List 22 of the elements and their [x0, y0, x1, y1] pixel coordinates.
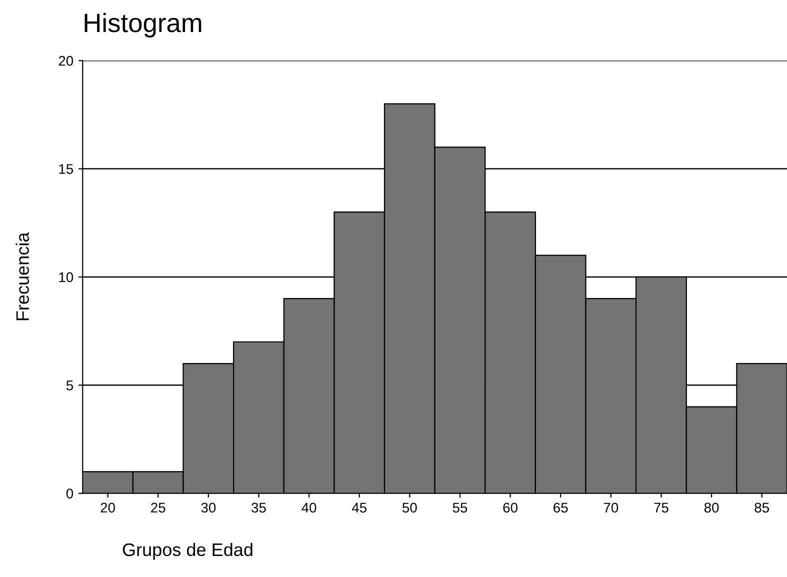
x-tick-label: 60: [503, 502, 518, 513]
y-tick-label: 10: [59, 272, 74, 282]
x-axis-title: Grupos de Edad: [122, 542, 252, 560]
y-tick-label: 5: [66, 380, 74, 390]
x-tick-label: 20: [100, 502, 115, 513]
y-axis-title: Frecuencia: [16, 232, 29, 320]
y-tick-label: 0: [66, 488, 74, 499]
x-tick-label: 30: [201, 502, 216, 513]
x-tick-label: 55: [452, 502, 468, 513]
x-tick-label: 80: [704, 502, 719, 513]
x-tick-label: 70: [604, 502, 618, 513]
x-tick-label: 45: [352, 502, 366, 513]
chart-title: Histogram: [84, 12, 202, 38]
x-tick-label: 35: [252, 502, 266, 513]
y-tick-label: 15: [59, 164, 74, 174]
x-tick-label: 40: [302, 502, 316, 513]
x-tick-label: 25: [151, 502, 166, 513]
x-tick-label: 85: [754, 502, 769, 513]
x-tick-label: 65: [554, 502, 568, 513]
x-tick-label: 75: [654, 502, 668, 513]
x-tick-label: 50: [402, 502, 417, 513]
y-tick-label: 20: [58, 56, 74, 66]
